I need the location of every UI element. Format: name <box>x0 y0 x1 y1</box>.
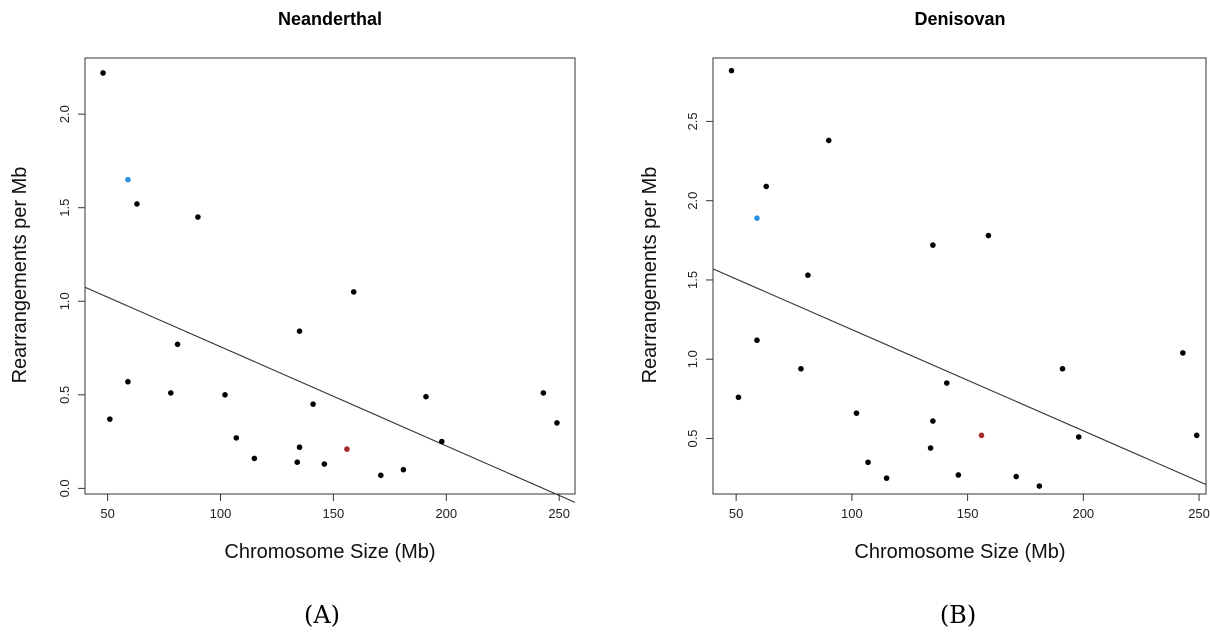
data-point <box>1036 483 1043 489</box>
axis-ticks: 50 100 150 200 250 0.5 1.0 1.5 2.0 2.5 <box>685 112 1210 521</box>
data-point <box>927 445 934 451</box>
data-point <box>233 435 240 441</box>
data-point <box>1193 432 1200 439</box>
axis-ticks: 50 100 150 200 250 0.0 0.5 1.0 1.5 2.0 <box>57 105 570 521</box>
x-tick-label: 200 <box>435 506 457 521</box>
data-point <box>296 444 303 451</box>
y-tick-label: 0.5 <box>685 429 700 447</box>
data-point <box>321 461 328 467</box>
x-tick-label: 100 <box>841 506 863 521</box>
data-points <box>712 67 1207 489</box>
plot-frame <box>712 57 1207 495</box>
y-tick-label: 2.0 <box>57 105 72 123</box>
data-point <box>825 137 832 144</box>
data-point <box>798 365 804 372</box>
data-point <box>540 390 547 396</box>
y-tick-label: 1.0 <box>685 350 700 368</box>
x-tick-label: 150 <box>323 506 345 521</box>
data-point <box>251 455 258 462</box>
data-point <box>865 459 871 466</box>
data-point <box>978 432 985 439</box>
data-point <box>1075 434 1082 440</box>
data-point <box>174 341 181 348</box>
y-tick-label: 1.0 <box>57 292 72 310</box>
data-point <box>930 418 936 424</box>
data-point <box>294 459 301 465</box>
data-point <box>107 416 113 422</box>
y-tick-label: 0.0 <box>57 479 72 497</box>
x-tick-label: 200 <box>1072 506 1094 521</box>
y-axis-label: Rearrangements per Mb <box>9 167 31 384</box>
data-point <box>763 183 770 190</box>
data-point <box>943 380 950 386</box>
data-point <box>930 242 936 248</box>
y-axis-label: Rearrangements per Mb <box>639 167 661 384</box>
y-tick-label: 2.5 <box>685 112 700 130</box>
data-point <box>1013 473 1020 480</box>
y-tick-label: 2.0 <box>685 192 700 210</box>
x-tick-label: 50 <box>729 506 743 521</box>
data-point <box>125 378 131 385</box>
data-point <box>754 337 760 344</box>
y-tick-label: 0.5 <box>57 386 72 404</box>
x-tick-label: 50 <box>100 506 114 521</box>
y-tick-label: 1.5 <box>57 199 72 217</box>
data-point <box>805 272 811 279</box>
data-point <box>438 438 445 445</box>
data-point <box>310 401 316 407</box>
data-points <box>84 70 576 503</box>
x-tick-label: 250 <box>1188 506 1210 521</box>
data-point <box>883 475 890 481</box>
chart-title: Denisovan <box>914 9 1005 29</box>
x-axis-label: Chromosome Size (Mb) <box>854 541 1065 563</box>
data-point <box>100 70 106 76</box>
data-point <box>168 390 174 396</box>
y-tick-label: 1.5 <box>685 271 700 289</box>
data-point <box>222 392 228 398</box>
data-point <box>350 289 357 295</box>
x-tick-label: 100 <box>210 506 232 521</box>
data-point <box>134 201 140 207</box>
chart-title: Neanderthal <box>278 9 382 29</box>
data-point <box>378 472 384 479</box>
data-point <box>125 176 131 183</box>
data-point <box>955 472 962 478</box>
panel-neanderthal: Neanderthal 50 100 150 200 250 0.0 0.5 1.0 1.5 2.… <box>9 9 576 629</box>
data-point <box>1059 365 1066 372</box>
x-axis-label: Chromosome Size (Mb) <box>224 541 435 563</box>
regression-line <box>712 268 1207 485</box>
panel-label: (A) <box>304 601 340 629</box>
data-point <box>754 215 760 221</box>
panel-label: (B) <box>940 601 976 629</box>
x-tick-label: 250 <box>548 506 570 521</box>
data-point <box>1180 350 1186 356</box>
data-point <box>985 232 992 239</box>
data-point <box>728 67 735 74</box>
panel-denisovan: Denisovan 50 100 150 200 2500.51.01.52.02.5 … <box>639 9 1210 629</box>
data-point <box>400 466 407 473</box>
data-point <box>554 420 560 426</box>
plot-frame <box>84 57 576 495</box>
x-tick-label: 150 <box>957 506 979 521</box>
data-point <box>195 214 201 220</box>
data-point <box>423 393 429 400</box>
data-point <box>344 446 350 452</box>
data-point <box>735 394 742 401</box>
data-point <box>296 328 303 335</box>
regression-line <box>84 286 576 503</box>
data-point <box>853 410 860 416</box>
